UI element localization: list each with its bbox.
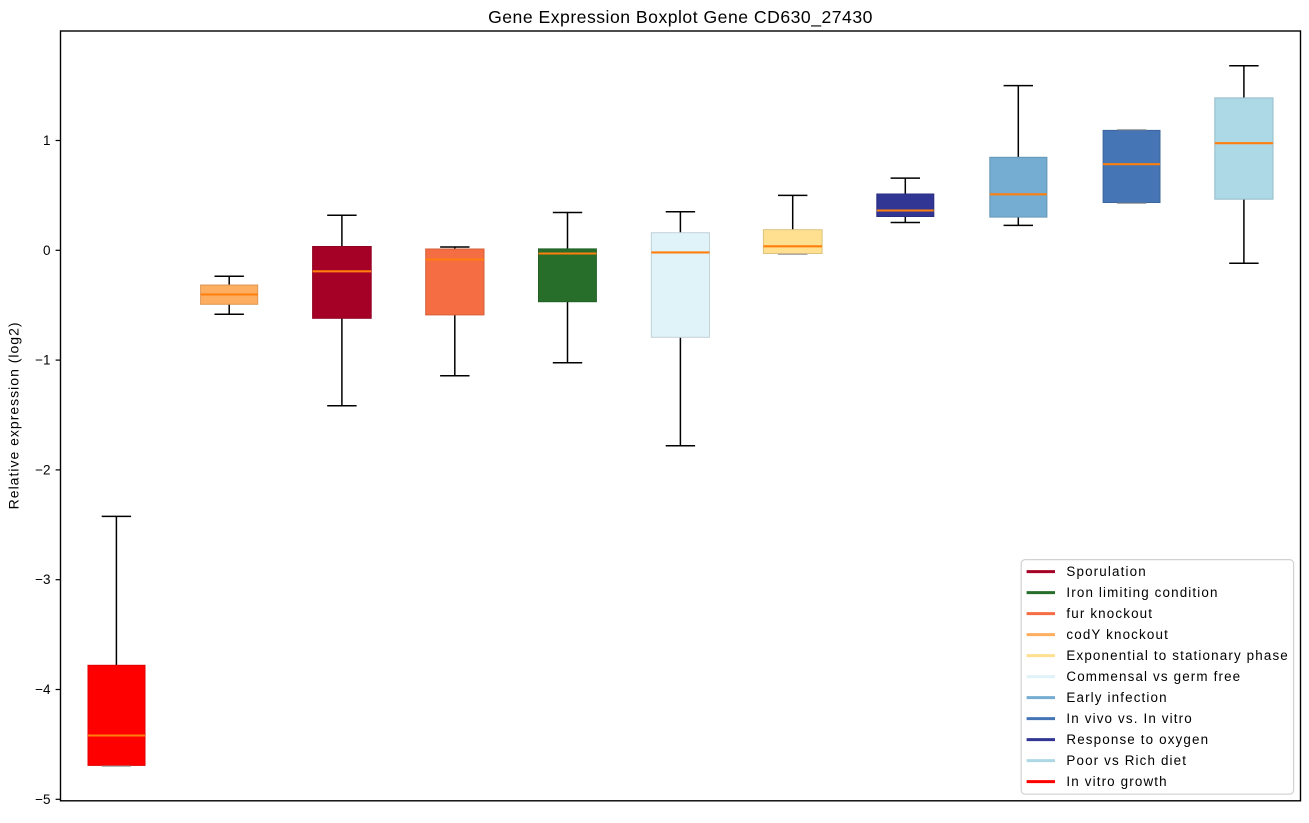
svg-text:Iron limiting condition: Iron limiting condition — [1066, 585, 1218, 600]
svg-text:In vitro growth: In vitro growth — [1066, 774, 1167, 789]
svg-text:Response to oxygen: Response to oxygen — [1066, 732, 1209, 747]
svg-text:Poor vs Rich diet: Poor vs Rich diet — [1066, 753, 1187, 768]
svg-text:fur knockout: fur knockout — [1066, 606, 1153, 621]
svg-text:Early infection: Early infection — [1066, 690, 1167, 705]
svg-text:Relative expression (log2): Relative expression (log2) — [6, 321, 22, 509]
svg-text:0: 0 — [43, 243, 51, 258]
svg-text:−1: −1 — [35, 353, 50, 368]
svg-text:In vivo vs. In vitro: In vivo vs. In vitro — [1066, 711, 1192, 726]
svg-text:Commensal vs germ free: Commensal vs germ free — [1066, 669, 1241, 684]
svg-text:1: 1 — [43, 133, 51, 148]
svg-text:Sporulation: Sporulation — [1066, 564, 1146, 579]
svg-text:−5: −5 — [35, 792, 50, 807]
svg-text:Gene Expression Boxplot Gene C: Gene Expression Boxplot Gene CD630_27430 — [488, 7, 873, 28]
svg-text:Exponential to stationary phas: Exponential to stationary phase — [1066, 648, 1289, 663]
svg-text:−3: −3 — [35, 572, 50, 587]
svg-text:−4: −4 — [35, 682, 51, 697]
svg-text:codY knockout: codY knockout — [1066, 627, 1169, 642]
svg-text:−2: −2 — [35, 462, 50, 477]
